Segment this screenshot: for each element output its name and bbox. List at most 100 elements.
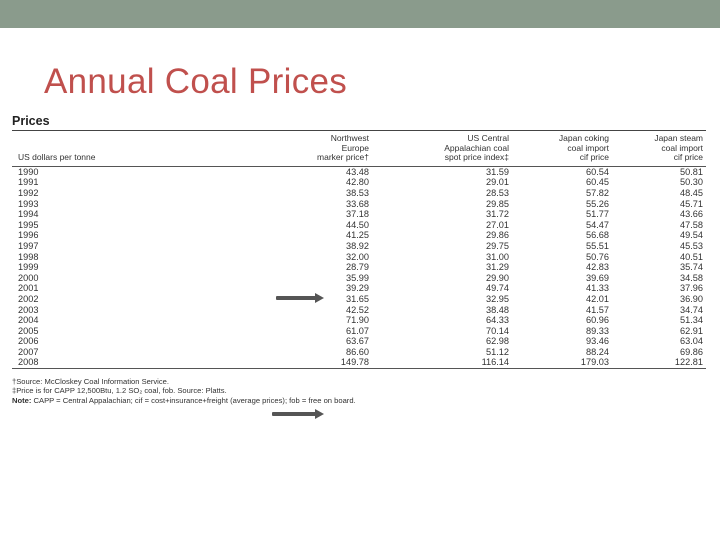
table-row: 2003 42.52 38.48 41.57 34.74 — [12, 305, 706, 316]
price-cell: 47.58 — [680, 219, 703, 230]
price-cell: 122.81 — [612, 357, 706, 370]
year-cell: 1991 — [18, 177, 39, 188]
price-cell: 62.91 — [680, 325, 703, 336]
price-cell: 35.99 — [346, 272, 369, 283]
price-cell: 69.86 — [680, 346, 703, 357]
price-cell: 29.01 — [486, 177, 509, 188]
price-cell: 39.69 — [586, 272, 609, 283]
header-line: cif price — [673, 152, 703, 163]
table-row: 2004 71.90 64.33 60.96 51.34 — [12, 315, 706, 326]
price-cell: 51.12 — [486, 346, 509, 357]
arrow-1999-icon — [276, 293, 324, 303]
price-cell: 50.81 — [680, 166, 703, 177]
table-heading: Prices — [12, 112, 706, 131]
top-band — [0, 0, 720, 28]
price-cell: 29.86 — [486, 230, 509, 241]
price-cell: 36.90 — [680, 293, 703, 304]
price-cell: 32.00 — [346, 251, 369, 262]
price-cell: 49.74 — [486, 283, 509, 294]
price-cell: 41.25 — [346, 230, 369, 241]
price-cell: 42.80 — [346, 177, 369, 188]
price-cell: 31.72 — [486, 209, 509, 220]
year-cell: 2007 — [18, 346, 39, 357]
price-cell: 27.01 — [486, 219, 509, 230]
note-text: CAPP = Central Appalachian; cif = cost+i… — [31, 395, 356, 405]
year-cell: 2008 — [12, 357, 162, 370]
year-cell: 1999 — [18, 262, 39, 273]
table-row: 1997 38.92 29.75 55.51 45.53 — [12, 241, 706, 252]
year-cell: 2002 — [18, 293, 39, 304]
price-cell: 71.90 — [346, 315, 369, 326]
slide-title: Annual Coal Prices — [44, 62, 348, 101]
column-header-0: US dollars per tonne — [12, 131, 162, 167]
year-cell: 2000 — [18, 272, 39, 283]
header-line: US Central — [467, 133, 509, 143]
price-cell: 55.51 — [586, 240, 609, 251]
price-cell: 34.58 — [680, 272, 703, 283]
year-cell: 1994 — [18, 209, 39, 220]
price-cell: 32.95 — [486, 293, 509, 304]
year-cell: 2001 — [18, 283, 39, 294]
price-cell: 45.53 — [680, 240, 703, 251]
coal-price-table: US dollars per tonne Northwest Europe marke… — [12, 131, 706, 370]
table-row: 2005 61.07 70.14 89.33 62.91 — [12, 326, 706, 337]
price-cell: 60.96 — [586, 315, 609, 326]
price-cell: 93.46 — [586, 336, 609, 347]
price-cell: 31.59 — [486, 166, 509, 177]
price-cell: 29.90 — [486, 272, 509, 283]
year-cell: 1992 — [18, 187, 39, 198]
price-cell: 37.96 — [680, 283, 703, 294]
table-row: 1996 41.25 29.86 56.68 49.54 — [12, 230, 706, 241]
price-cell: 39.29 — [346, 283, 369, 294]
price-cell: 116.14 — [372, 357, 512, 370]
price-cell: 38.92 — [346, 240, 369, 251]
year-cell: 1995 — [18, 219, 39, 230]
year-cell: 1998 — [18, 251, 39, 262]
price-cell: 89.33 — [586, 325, 609, 336]
price-cell: 34.74 — [680, 304, 703, 315]
header-line: coal import — [567, 142, 609, 153]
price-cell: 29.75 — [486, 240, 509, 251]
table-row: 2002 31.65 32.95 42.01 36.90 — [12, 294, 706, 305]
price-cell: 42.83 — [586, 262, 609, 273]
table-row: 2001 39.29 49.74 41.33 37.96 — [12, 283, 706, 294]
header-line: spot price index‡ — [444, 152, 509, 163]
year-cell: 1996 — [18, 230, 39, 241]
price-cell: 60.54 — [586, 166, 609, 177]
price-cell: 88.24 — [586, 346, 609, 357]
header-line: Europe — [341, 142, 369, 153]
table-row: 2006 63.67 62.98 93.46 63.04 — [12, 336, 706, 347]
header-line: cif price — [579, 152, 609, 163]
price-cell: 56.68 — [586, 230, 609, 241]
year-cell: 1993 — [18, 198, 39, 209]
price-cell: 51.77 — [586, 209, 609, 220]
year-cell: 2005 — [18, 325, 39, 336]
header-line: US dollars per tonne — [18, 152, 96, 163]
price-cell: 37.18 — [346, 209, 369, 220]
header-line: Japan coking — [558, 133, 609, 143]
table-header-row: US dollars per tonne Northwest Europe marke… — [12, 131, 706, 167]
price-cell: 57.82 — [586, 187, 609, 198]
price-cell: 60.45 — [586, 177, 609, 188]
price-cell: 29.85 — [486, 198, 509, 209]
price-cell: 38.48 — [486, 304, 509, 315]
price-cell: 179.03 — [512, 357, 612, 370]
price-cell: 35.74 — [680, 262, 703, 273]
price-cell: 63.04 — [680, 336, 703, 347]
price-cell: 43.66 — [680, 209, 703, 220]
price-cell: 86.60 — [346, 346, 369, 357]
price-cell: 41.57 — [586, 304, 609, 315]
price-cell: 49.54 — [680, 230, 703, 241]
price-cell: 48.45 — [680, 187, 703, 198]
year-cell: 2006 — [18, 336, 39, 347]
table-row: 1991 42.80 29.01 60.45 50.30 — [12, 177, 706, 188]
table-row: 1998 32.00 31.00 50.76 40.51 — [12, 252, 706, 263]
price-cell: 43.48 — [346, 166, 369, 177]
price-cell: 51.34 — [680, 315, 703, 326]
abbreviation-note: Note: CAPP = Central Appalachian; cif = … — [12, 396, 706, 405]
price-cell: 40.51 — [680, 251, 703, 262]
table-row: 1993 33.68 29.85 55.26 45.71 — [12, 199, 706, 210]
column-header-4: Japan steam coal import cif price — [612, 131, 706, 167]
table-row: 2008 149.78 116.14 179.03 122.81 — [12, 357, 706, 370]
price-cell: 63.67 — [346, 336, 369, 347]
